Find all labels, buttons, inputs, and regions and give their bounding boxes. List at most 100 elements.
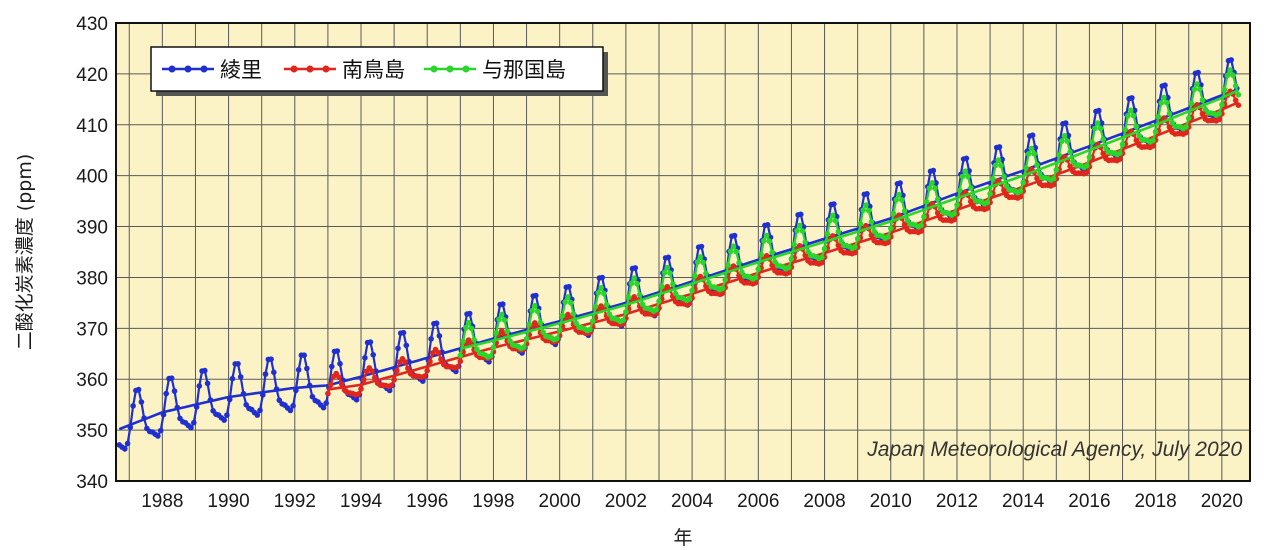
x-tick-label: 1988 xyxy=(141,491,183,512)
data-point xyxy=(466,310,473,317)
legend-marker-yonagunijima xyxy=(430,65,438,73)
data-point xyxy=(1133,123,1140,130)
data-point xyxy=(595,290,602,296)
data-point xyxy=(391,377,397,383)
data-point xyxy=(601,290,607,297)
data-point xyxy=(130,403,136,409)
x-axis-ticks: 1988 1990 1992 1994 1996 1998 2000 2002 2004 2006… xyxy=(141,491,1243,512)
data-point xyxy=(1062,120,1069,126)
data-point xyxy=(1086,154,1093,160)
data-point xyxy=(761,238,767,244)
data-point xyxy=(471,336,477,343)
data-point xyxy=(529,307,535,314)
y-tick-label: 370 xyxy=(76,319,108,340)
y-axis-title: 二酸化炭素濃度 (ppm) xyxy=(14,154,36,351)
data-point xyxy=(271,369,277,376)
x-tick-label: 2010 xyxy=(870,491,912,512)
data-point xyxy=(353,397,360,403)
x-axis-title: 年 xyxy=(673,527,692,549)
data-point xyxy=(1133,137,1140,144)
y-tick-label: 380 xyxy=(76,268,108,289)
data-point xyxy=(362,355,368,361)
data-point xyxy=(888,225,894,232)
data-point xyxy=(956,187,963,194)
data-point xyxy=(435,349,442,356)
data-point xyxy=(639,301,646,308)
data-point xyxy=(566,283,572,290)
data-point xyxy=(465,319,472,326)
data-point xyxy=(863,202,869,208)
data-point xyxy=(1119,141,1126,148)
data-point xyxy=(1158,100,1164,106)
data-point xyxy=(367,339,374,345)
data-point xyxy=(819,254,825,261)
x-tick-label: 2016 xyxy=(1068,491,1110,512)
data-point xyxy=(987,191,993,197)
data-point xyxy=(831,201,837,207)
data-point xyxy=(788,256,795,262)
data-point xyxy=(722,277,728,283)
data-point xyxy=(1125,112,1131,119)
data-point xyxy=(523,336,530,342)
legend-marker-yonagunijima xyxy=(462,65,470,73)
data-point xyxy=(438,356,444,363)
data-point xyxy=(1059,138,1065,144)
data-point xyxy=(501,317,508,323)
data-point xyxy=(1130,112,1137,119)
data-point xyxy=(1197,86,1203,92)
data-point xyxy=(951,210,957,217)
data-point xyxy=(968,198,974,205)
data-point xyxy=(785,264,792,271)
y-tick-label: 430 xyxy=(76,14,108,35)
data-point xyxy=(832,218,839,224)
data-point xyxy=(160,411,167,418)
data-point xyxy=(500,301,506,307)
data-point xyxy=(504,328,511,335)
data-point xyxy=(692,273,698,279)
data-point xyxy=(667,270,673,276)
data-point xyxy=(1020,179,1026,186)
data-point xyxy=(436,333,443,339)
data-point xyxy=(1097,125,1104,132)
data-point xyxy=(295,367,302,373)
data-point xyxy=(1216,110,1222,117)
legend: 綾里 南鳥島 与那国島 xyxy=(150,46,608,96)
data-point xyxy=(1001,187,1007,193)
data-point xyxy=(625,294,632,301)
data-point xyxy=(918,228,924,234)
data-point xyxy=(171,388,178,394)
data-point xyxy=(1092,125,1098,132)
data-point xyxy=(785,269,792,276)
data-point xyxy=(890,210,897,217)
data-point xyxy=(923,199,930,205)
data-point xyxy=(540,329,546,336)
series-3 xyxy=(457,67,1242,360)
data-point xyxy=(1227,67,1233,73)
data-point xyxy=(930,167,937,174)
data-point xyxy=(725,262,731,268)
data-point xyxy=(719,285,726,292)
series-trend-line xyxy=(118,88,1238,431)
data-point xyxy=(1232,83,1239,89)
data-point xyxy=(821,246,828,252)
data-point xyxy=(1061,133,1068,139)
data-point xyxy=(670,281,676,288)
data-point xyxy=(631,275,637,282)
data-point xyxy=(1096,107,1102,114)
data-point xyxy=(965,173,971,180)
data-point xyxy=(689,287,695,294)
data-point xyxy=(632,265,639,271)
data-point xyxy=(694,259,701,265)
data-point xyxy=(868,219,875,225)
data-point xyxy=(304,365,310,372)
data-point xyxy=(507,338,513,344)
data-point xyxy=(327,382,334,388)
data-point xyxy=(229,375,236,382)
data-point xyxy=(1028,145,1035,152)
data-point xyxy=(122,446,128,452)
data-point xyxy=(852,244,858,250)
data-point xyxy=(163,390,169,397)
data-point xyxy=(1188,100,1195,107)
data-point xyxy=(1117,156,1123,162)
y-tick-label: 340 xyxy=(76,472,108,493)
